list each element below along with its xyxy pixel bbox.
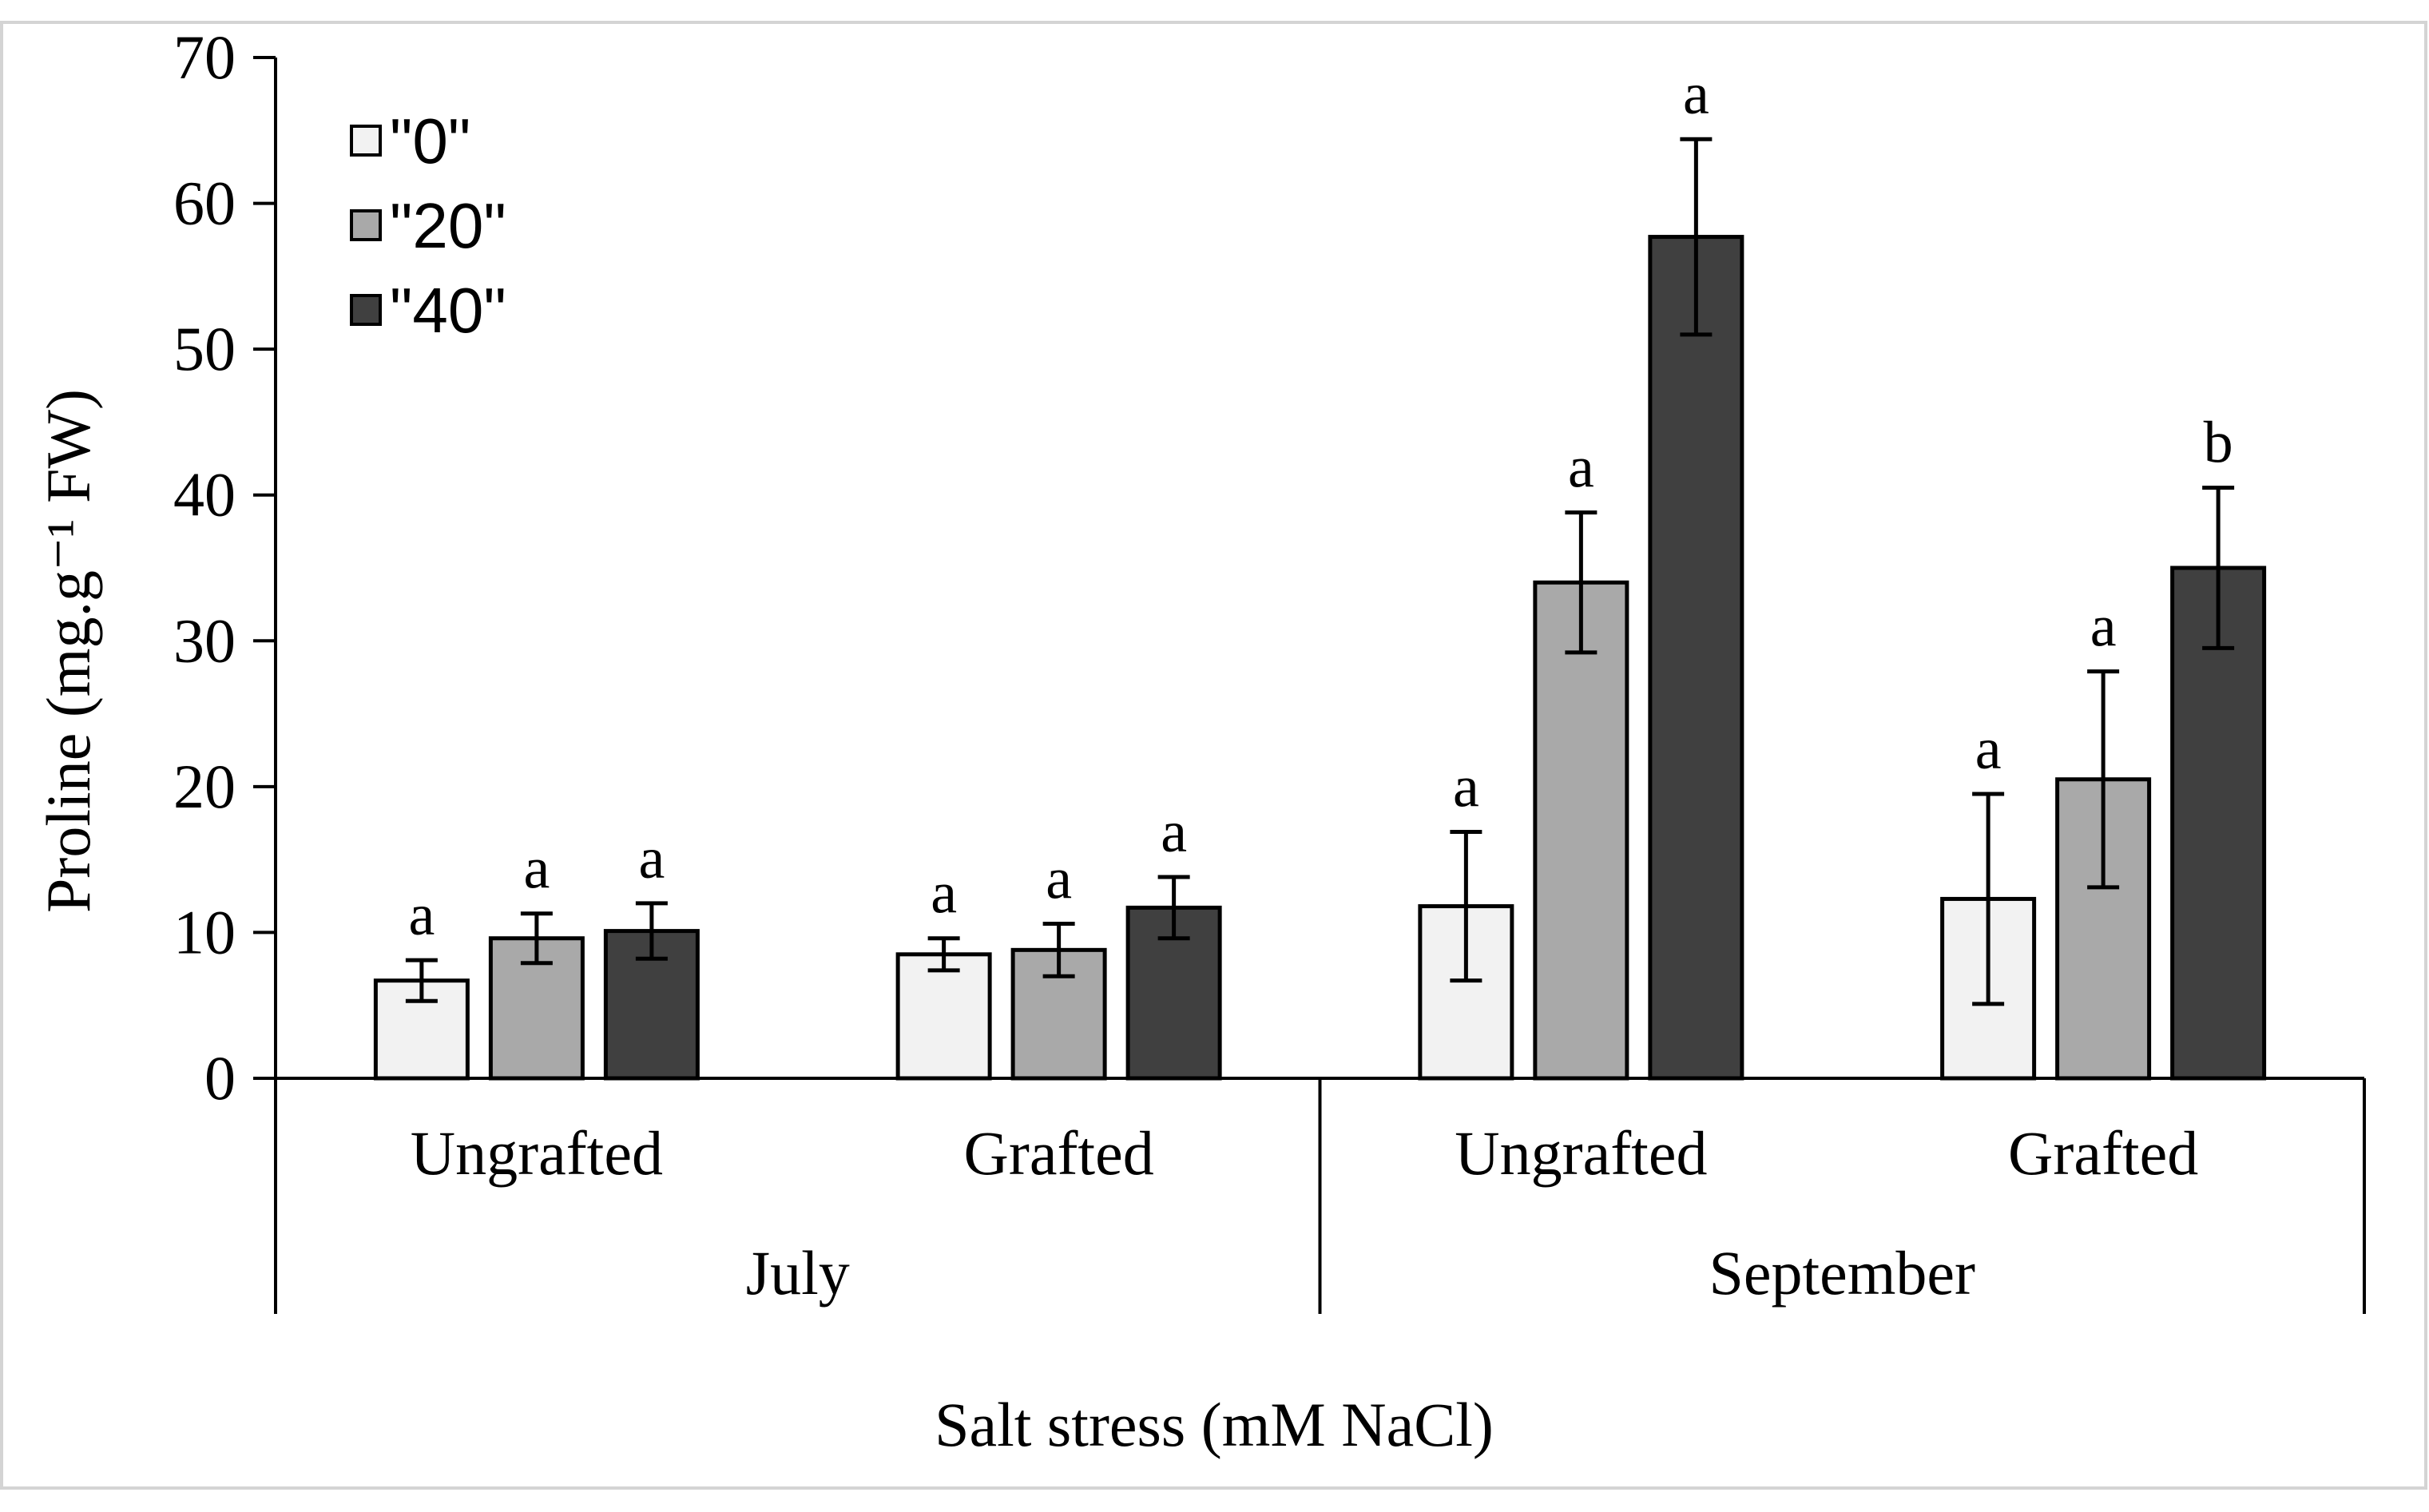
significance-letter: a (1046, 846, 1072, 911)
significance-letter: a (638, 826, 665, 891)
bar (1533, 580, 1629, 1081)
chart-frame (0, 21, 2427, 1490)
bar (895, 952, 992, 1081)
legend: "0" "20" "40" (350, 105, 506, 346)
group-label: July (746, 1238, 850, 1308)
legend-swatch (350, 294, 382, 326)
significance-letter: a (1568, 435, 1594, 501)
bar (2170, 566, 2267, 1081)
significance-letter: a (1683, 62, 1709, 127)
legend-label: "0" (390, 105, 470, 177)
category-label: Ungrafted (1455, 1118, 1707, 1188)
significance-letter: a (408, 883, 435, 948)
y-axis-title: Proline (mg.g⁻¹ FW) (34, 389, 103, 913)
legend-swatch (350, 125, 382, 157)
y-tick-label: 70 (173, 22, 236, 92)
category-label: Grafted (2008, 1118, 2198, 1188)
y-tick-label: 10 (173, 897, 236, 966)
significance-letter: b (2204, 411, 2233, 476)
legend-label: "20" (390, 190, 506, 261)
y-tick-label: 30 (173, 605, 236, 675)
y-tick-label: 60 (173, 169, 236, 238)
legend-label: "40" (390, 275, 506, 346)
error-bars-layer (405, 137, 2235, 1006)
bars-layer (373, 235, 2267, 1081)
category-label: Grafted (964, 1118, 1154, 1188)
category-label: Ungrafted (411, 1118, 663, 1188)
significance-letter: a (2090, 594, 2117, 660)
significance-letter: a (1161, 800, 1187, 865)
significance-letter: a (1453, 754, 1479, 819)
group-label: September (1709, 1238, 1975, 1308)
legend-swatch (350, 209, 382, 241)
y-tick-label: 50 (173, 314, 236, 383)
x-axis-title: Salt stress (mM NaCl) (935, 1390, 1494, 1459)
bar (1648, 235, 1744, 1081)
significance-letter: a (1975, 716, 2002, 782)
y-tick-label: 40 (173, 460, 236, 530)
y-tick-label: 20 (173, 752, 236, 821)
y-tick-label: 0 (204, 1043, 236, 1113)
labels-layer: 0 10 20 30 40 50 60 70 a a a Ungrafted a a a Grafted a a a… (173, 22, 2233, 1308)
significance-letter: a (523, 836, 550, 902)
significance-letter: a (931, 861, 957, 927)
